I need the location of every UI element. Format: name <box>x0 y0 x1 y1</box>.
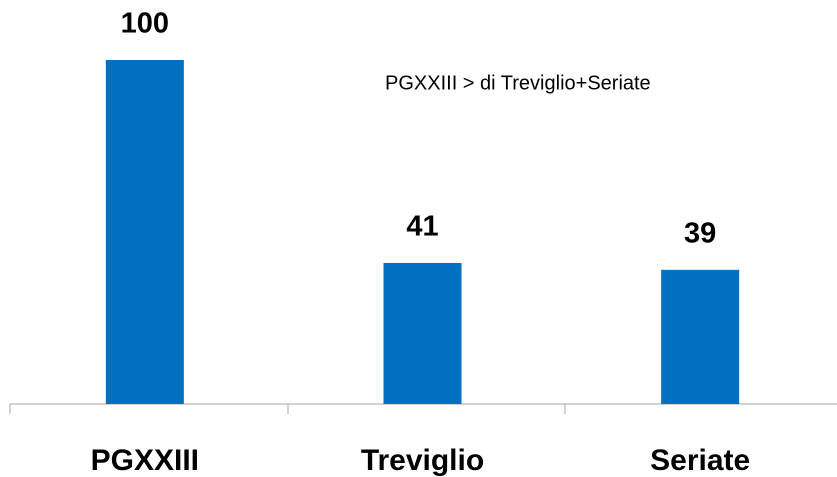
data-label: 39 <box>684 217 716 249</box>
bar <box>105 60 184 404</box>
bar <box>661 269 740 404</box>
annotation: PGXXIII > di Treviglio+Seriate <box>385 72 651 94</box>
x-tick-label: PGXXIII <box>91 444 199 477</box>
x-tick-label: Treviglio <box>361 444 484 477</box>
x-tick-label: Seriate <box>650 444 750 477</box>
data-label: 41 <box>406 211 438 243</box>
data-label: 100 <box>121 8 169 40</box>
bar <box>383 262 462 404</box>
